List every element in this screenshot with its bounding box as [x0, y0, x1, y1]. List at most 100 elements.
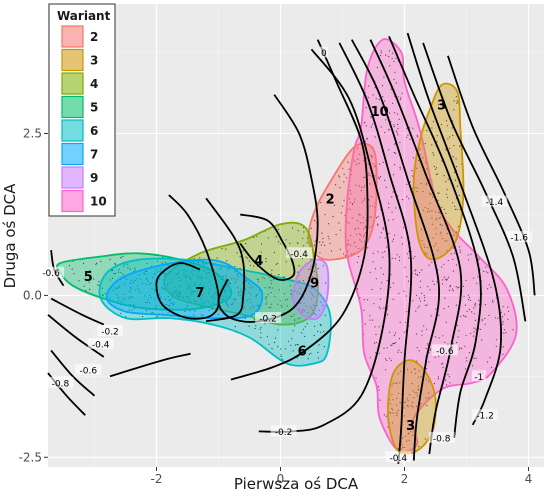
site-point	[363, 234, 365, 236]
site-point	[464, 345, 466, 347]
site-point	[415, 187, 417, 189]
site-point	[160, 298, 162, 300]
site-point	[71, 268, 73, 270]
hull-variant-7	[105, 258, 264, 320]
site-point	[419, 148, 421, 150]
site-point	[464, 304, 466, 306]
site-point	[200, 298, 202, 300]
site-point	[484, 317, 486, 320]
site-point	[425, 379, 427, 381]
site-point	[425, 184, 427, 186]
site-point	[445, 120, 448, 122]
site-point	[252, 286, 254, 288]
site-point	[392, 298, 394, 300]
site-point	[213, 269, 215, 271]
site-point	[311, 307, 313, 309]
site-point	[402, 446, 404, 448]
site-point	[68, 264, 71, 267]
site-point	[294, 344, 296, 346]
site-point	[349, 190, 351, 192]
site-point	[374, 175, 376, 177]
site-point	[391, 257, 393, 259]
site-point	[388, 202, 390, 204]
site-point	[503, 329, 506, 331]
site-point	[374, 87, 376, 89]
site-point	[403, 290, 405, 292]
site-point	[189, 277, 191, 279]
site-point	[480, 328, 482, 330]
site-point	[458, 348, 460, 350]
site-point	[212, 274, 214, 277]
y-tick-label: 0.0	[23, 288, 42, 302]
site-point	[446, 196, 448, 198]
site-point	[395, 82, 397, 84]
site-point	[317, 331, 319, 333]
x-axis-title: Pierwsza oś DCA	[234, 475, 359, 493]
site-point	[120, 272, 122, 274]
site-point	[454, 205, 456, 207]
site-point	[407, 400, 409, 402]
site-point	[439, 233, 441, 235]
site-point	[265, 296, 268, 298]
site-point	[298, 280, 300, 282]
site-point	[393, 78, 395, 81]
site-point	[399, 166, 401, 168]
site-point	[399, 98, 401, 101]
site-point	[503, 332, 505, 334]
site-point	[370, 116, 372, 118]
site-point	[443, 208, 445, 210]
site-point	[201, 295, 204, 297]
site-point	[388, 232, 390, 235]
site-point	[422, 209, 424, 211]
site-point	[465, 357, 467, 359]
site-point	[427, 286, 429, 288]
site-point	[446, 228, 448, 230]
site-point	[118, 286, 120, 288]
legend-label-2: 2	[90, 30, 98, 44]
site-point	[181, 279, 183, 281]
site-point	[311, 298, 313, 300]
site-point	[144, 273, 146, 275]
site-point	[445, 193, 447, 195]
site-point	[351, 203, 354, 206]
site-point	[393, 60, 395, 63]
site-point	[319, 252, 321, 254]
site-point	[289, 285, 292, 287]
site-point	[191, 291, 193, 293]
site-point	[386, 308, 388, 310]
site-point	[475, 328, 477, 330]
site-point	[219, 268, 221, 270]
site-point	[419, 280, 422, 282]
site-point	[347, 161, 349, 163]
site-point	[374, 166, 376, 168]
site-point	[424, 438, 426, 440]
contour-label-bg	[87, 337, 114, 349]
site-point	[343, 253, 345, 255]
site-point	[113, 289, 115, 291]
site-point	[349, 201, 351, 204]
site-point	[441, 224, 443, 226]
site-point	[399, 141, 401, 143]
site-point	[446, 189, 448, 191]
contour-label: -0.2	[259, 315, 277, 325]
site-point	[424, 297, 426, 299]
site-point	[187, 285, 190, 287]
hull-label-4: 4	[254, 254, 263, 269]
site-point	[156, 271, 158, 273]
site-point	[212, 302, 214, 304]
site-point	[125, 316, 127, 318]
site-point	[98, 280, 100, 283]
site-point	[415, 294, 418, 296]
contour-label: -0.8	[433, 434, 451, 444]
site-point	[446, 232, 448, 235]
hull-label-3: 3	[437, 98, 446, 113]
site-point	[294, 290, 296, 292]
site-point	[311, 293, 313, 295]
site-point	[205, 277, 207, 279]
site-point	[396, 404, 398, 406]
site-point	[380, 267, 382, 269]
contour-line	[109, 352, 191, 378]
site-point	[189, 310, 191, 312]
site-point	[421, 240, 423, 242]
site-point	[375, 377, 377, 379]
